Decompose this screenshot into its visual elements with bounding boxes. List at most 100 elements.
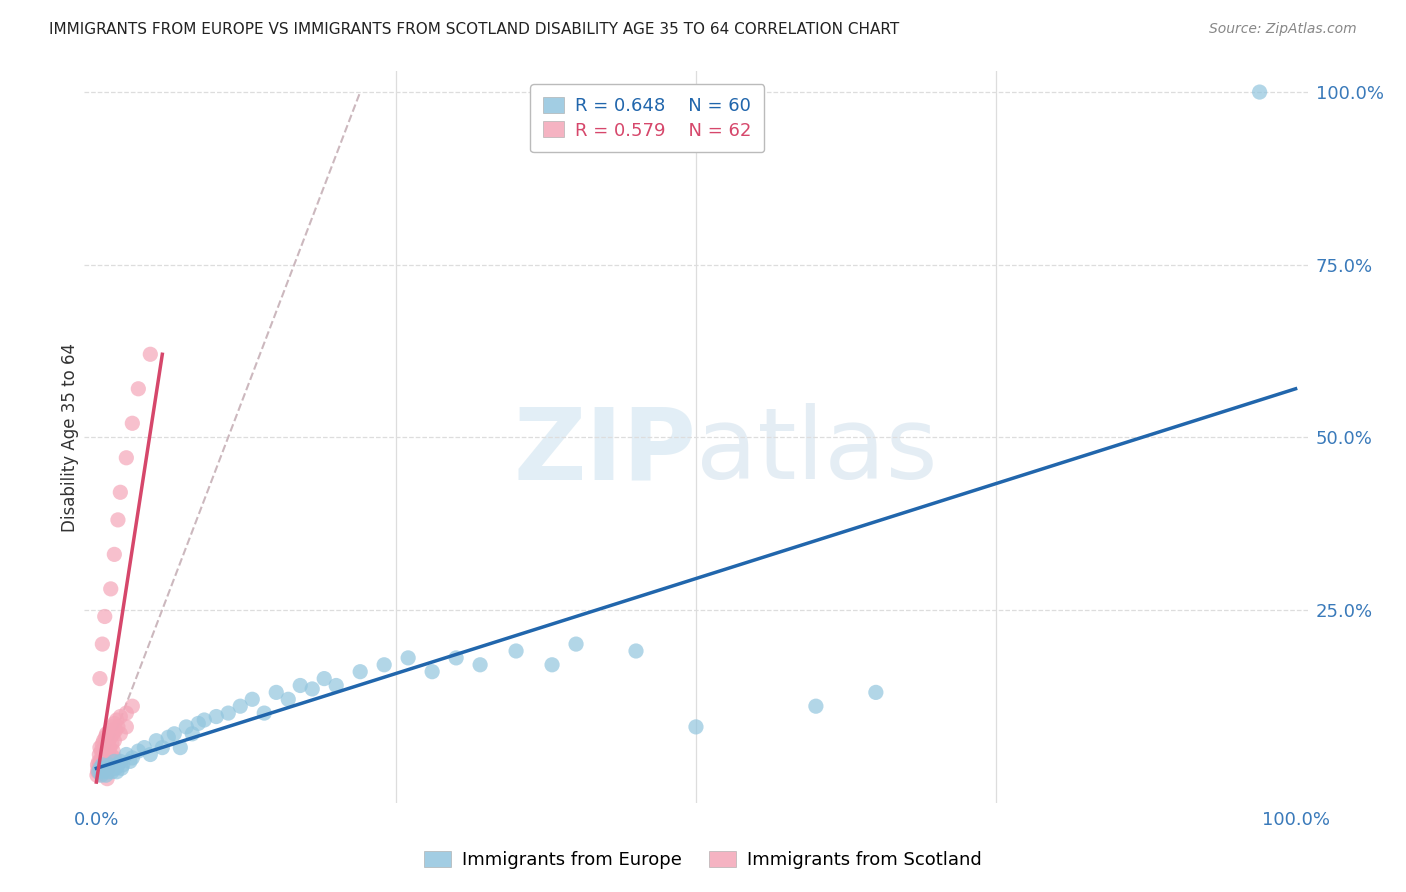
- Point: [277, 692, 299, 706]
- Y-axis label: Disability Age 35 to 64: Disability Age 35 to 64: [62, 343, 80, 532]
- Point: [97, 733, 120, 747]
- Point: [100, 731, 122, 745]
- Point: [101, 744, 124, 758]
- Legend: Immigrants from Europe, Immigrants from Scotland: Immigrants from Europe, Immigrants from …: [415, 842, 991, 879]
- Point: [89, 747, 111, 762]
- Point: [121, 699, 143, 714]
- Point: [396, 651, 419, 665]
- Point: [253, 706, 276, 720]
- Point: [97, 761, 120, 775]
- Point: [101, 761, 124, 775]
- Point: [90, 755, 112, 769]
- Point: [193, 713, 215, 727]
- Point: [157, 731, 180, 745]
- Point: [91, 737, 114, 751]
- Point: [87, 764, 110, 779]
- Point: [104, 723, 127, 738]
- Point: [110, 485, 132, 500]
- Point: [103, 733, 125, 747]
- Point: [93, 744, 115, 758]
- Point: [86, 768, 108, 782]
- Point: [93, 733, 115, 747]
- Point: [89, 672, 111, 686]
- Point: [101, 720, 124, 734]
- Point: [103, 755, 125, 769]
- Point: [121, 417, 143, 431]
- Point: [139, 347, 162, 361]
- Point: [90, 744, 112, 758]
- Point: [804, 699, 827, 714]
- Point: [187, 716, 209, 731]
- Point: [110, 709, 132, 723]
- Point: [444, 651, 467, 665]
- Point: [93, 740, 117, 755]
- Point: [420, 665, 443, 679]
- Point: [89, 740, 111, 755]
- Point: [107, 720, 129, 734]
- Point: [96, 772, 118, 786]
- Point: [93, 755, 115, 769]
- Point: [94, 731, 117, 745]
- Point: [1249, 85, 1271, 99]
- Point: [110, 755, 132, 769]
- Point: [93, 609, 117, 624]
- Legend: R = 0.648    N = 60, R = 0.579    N = 62: R = 0.648 N = 60, R = 0.579 N = 62: [530, 84, 763, 153]
- Point: [89, 761, 111, 775]
- Point: [89, 757, 111, 772]
- Point: [91, 757, 114, 772]
- Point: [127, 744, 149, 758]
- Point: [240, 692, 263, 706]
- Point: [505, 644, 527, 658]
- Point: [115, 747, 138, 762]
- Point: [100, 582, 122, 596]
- Point: [100, 747, 122, 762]
- Point: [301, 681, 323, 696]
- Point: [103, 548, 125, 562]
- Point: [90, 751, 112, 765]
- Point: [96, 727, 118, 741]
- Point: [96, 761, 118, 775]
- Point: [115, 450, 138, 465]
- Point: [115, 706, 138, 720]
- Point: [87, 755, 110, 769]
- Text: ZIP: ZIP: [513, 403, 696, 500]
- Point: [110, 727, 132, 741]
- Point: [115, 720, 138, 734]
- Point: [100, 761, 122, 775]
- Point: [86, 764, 108, 779]
- Point: [349, 665, 371, 679]
- Point: [565, 637, 588, 651]
- Point: [181, 727, 204, 741]
- Point: [229, 699, 252, 714]
- Point: [105, 764, 128, 779]
- Point: [87, 761, 110, 775]
- Text: atlas: atlas: [696, 403, 938, 500]
- Point: [111, 757, 134, 772]
- Point: [90, 768, 112, 782]
- Point: [134, 740, 156, 755]
- Point: [87, 764, 110, 779]
- Point: [103, 751, 125, 765]
- Point: [93, 751, 117, 765]
- Point: [121, 751, 143, 765]
- Point: [103, 716, 125, 731]
- Point: [541, 657, 564, 672]
- Point: [101, 727, 124, 741]
- Point: [104, 761, 127, 775]
- Point: [169, 740, 191, 755]
- Point: [107, 757, 129, 772]
- Point: [105, 713, 128, 727]
- Point: [101, 737, 124, 751]
- Point: [96, 740, 118, 755]
- Point: [97, 764, 120, 779]
- Point: [217, 706, 239, 720]
- Point: [325, 678, 347, 692]
- Point: [91, 637, 114, 651]
- Point: [94, 747, 117, 762]
- Point: [107, 513, 129, 527]
- Point: [264, 685, 287, 699]
- Point: [91, 757, 114, 772]
- Point: [90, 761, 112, 775]
- Text: IMMIGRANTS FROM EUROPE VS IMMIGRANTS FROM SCOTLAND DISABILITY AGE 35 TO 64 CORRE: IMMIGRANTS FROM EUROPE VS IMMIGRANTS FRO…: [49, 22, 900, 37]
- Point: [373, 657, 395, 672]
